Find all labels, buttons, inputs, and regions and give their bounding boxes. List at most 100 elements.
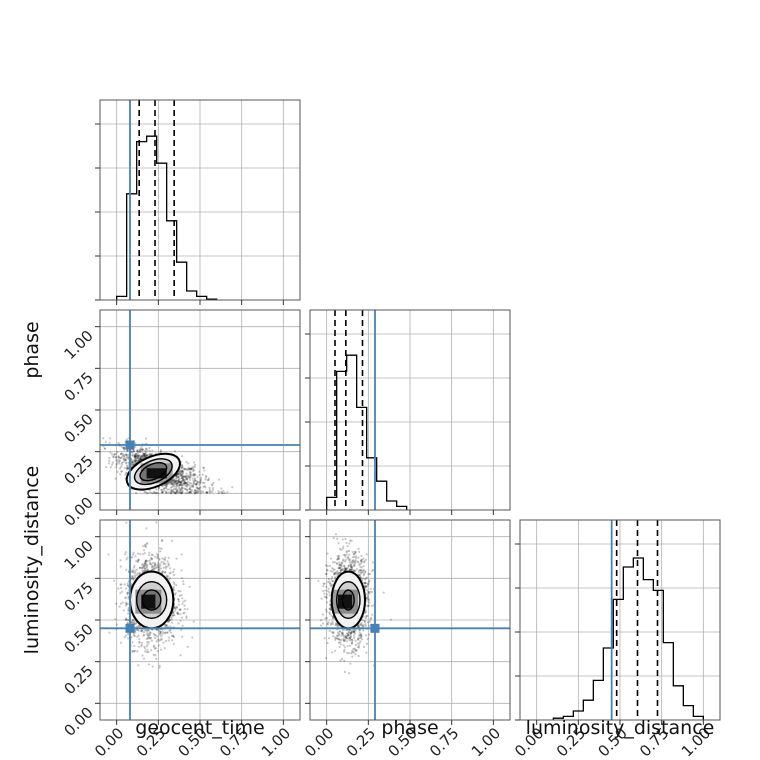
sample-point bbox=[339, 569, 342, 572]
sample-point bbox=[150, 649, 153, 652]
sample-point bbox=[148, 551, 151, 554]
sample-point bbox=[191, 485, 194, 488]
sample-point bbox=[360, 560, 363, 563]
sample-point bbox=[116, 460, 119, 463]
sample-point bbox=[154, 564, 157, 567]
sample-point bbox=[347, 557, 350, 560]
sample-point bbox=[211, 488, 214, 492]
sample-point bbox=[140, 456, 143, 460]
sample-point bbox=[153, 563, 157, 566]
sample-point bbox=[364, 581, 367, 584]
sample-point bbox=[141, 454, 144, 457]
sample-point bbox=[119, 602, 122, 605]
sample-point bbox=[145, 645, 148, 648]
sample-point bbox=[326, 552, 329, 555]
sample-point bbox=[157, 492, 160, 495]
sample-point bbox=[133, 634, 136, 637]
sample-point bbox=[196, 487, 200, 490]
sample-point bbox=[159, 449, 162, 452]
sample-point bbox=[351, 565, 354, 568]
sample-point bbox=[172, 478, 176, 481]
sample-point bbox=[122, 446, 125, 450]
sample-point bbox=[344, 558, 347, 562]
sample-point bbox=[181, 624, 184, 627]
sample-point bbox=[363, 585, 367, 589]
sample-point bbox=[360, 624, 363, 627]
sample-point bbox=[165, 484, 168, 488]
sample-point bbox=[336, 558, 339, 561]
sample-point bbox=[146, 566, 149, 569]
sample-point bbox=[168, 629, 171, 633]
density-peak bbox=[146, 468, 167, 479]
sample-point bbox=[193, 489, 197, 492]
sample-point bbox=[160, 488, 164, 492]
sample-point bbox=[329, 582, 332, 585]
sample-point bbox=[174, 491, 178, 494]
sample-point bbox=[178, 484, 181, 487]
sample-point bbox=[181, 467, 184, 470]
sample-point bbox=[326, 569, 329, 572]
sample-point bbox=[162, 562, 165, 566]
sample-point bbox=[134, 459, 137, 462]
sample-point bbox=[125, 468, 129, 471]
sample-point bbox=[131, 555, 134, 559]
sample-point bbox=[331, 580, 334, 583]
sample-point bbox=[339, 659, 342, 662]
sample-point bbox=[143, 453, 146, 456]
sample-point bbox=[367, 604, 370, 607]
sample-point bbox=[145, 633, 148, 636]
sample-point bbox=[203, 481, 206, 485]
sample-point bbox=[141, 566, 144, 570]
sample-point bbox=[352, 631, 355, 634]
sample-point bbox=[359, 640, 362, 643]
sample-point bbox=[181, 477, 184, 480]
sample-point bbox=[186, 477, 189, 480]
sample-point bbox=[357, 625, 360, 628]
sample-point bbox=[205, 491, 209, 494]
sample-point bbox=[168, 572, 171, 575]
sample-point bbox=[180, 476, 184, 480]
sample-point bbox=[196, 480, 199, 483]
sample-point bbox=[175, 606, 179, 609]
sample-point bbox=[354, 639, 357, 642]
sample-point bbox=[353, 552, 356, 556]
sample-point bbox=[347, 634, 350, 637]
sample-point bbox=[159, 630, 162, 633]
sample-point bbox=[187, 462, 190, 465]
sample-point bbox=[176, 476, 180, 479]
sample-point bbox=[140, 645, 143, 648]
sample-point bbox=[124, 551, 128, 554]
sample-point bbox=[352, 553, 355, 556]
sample-point bbox=[114, 618, 117, 621]
sample-point bbox=[125, 558, 128, 561]
sample-point bbox=[179, 613, 182, 616]
sample-point bbox=[354, 550, 357, 554]
sample-point bbox=[325, 610, 328, 613]
sample-point bbox=[168, 618, 171, 622]
sample-point bbox=[170, 634, 173, 637]
sample-point bbox=[327, 577, 330, 581]
sample-point bbox=[153, 562, 157, 565]
sample-point bbox=[366, 583, 369, 587]
sample-point bbox=[359, 575, 362, 578]
sample-point bbox=[138, 566, 142, 569]
sample-point bbox=[172, 490, 175, 493]
sample-point bbox=[327, 621, 330, 624]
sample-point bbox=[139, 457, 142, 460]
sample-point bbox=[324, 572, 328, 576]
sample-point bbox=[180, 469, 184, 473]
sample-point bbox=[180, 486, 184, 490]
sample-point bbox=[135, 454, 139, 457]
sample-point bbox=[133, 649, 136, 652]
sample-point bbox=[133, 459, 137, 462]
sample-point bbox=[365, 586, 368, 589]
y-tick-label: 0.75 bbox=[60, 368, 96, 404]
sample-point bbox=[142, 634, 145, 637]
sample-point bbox=[140, 445, 143, 448]
sample-point bbox=[157, 569, 160, 572]
sample-point bbox=[126, 593, 129, 596]
sample-point bbox=[184, 481, 187, 485]
sample-point bbox=[337, 625, 340, 628]
sample-point bbox=[353, 647, 356, 650]
